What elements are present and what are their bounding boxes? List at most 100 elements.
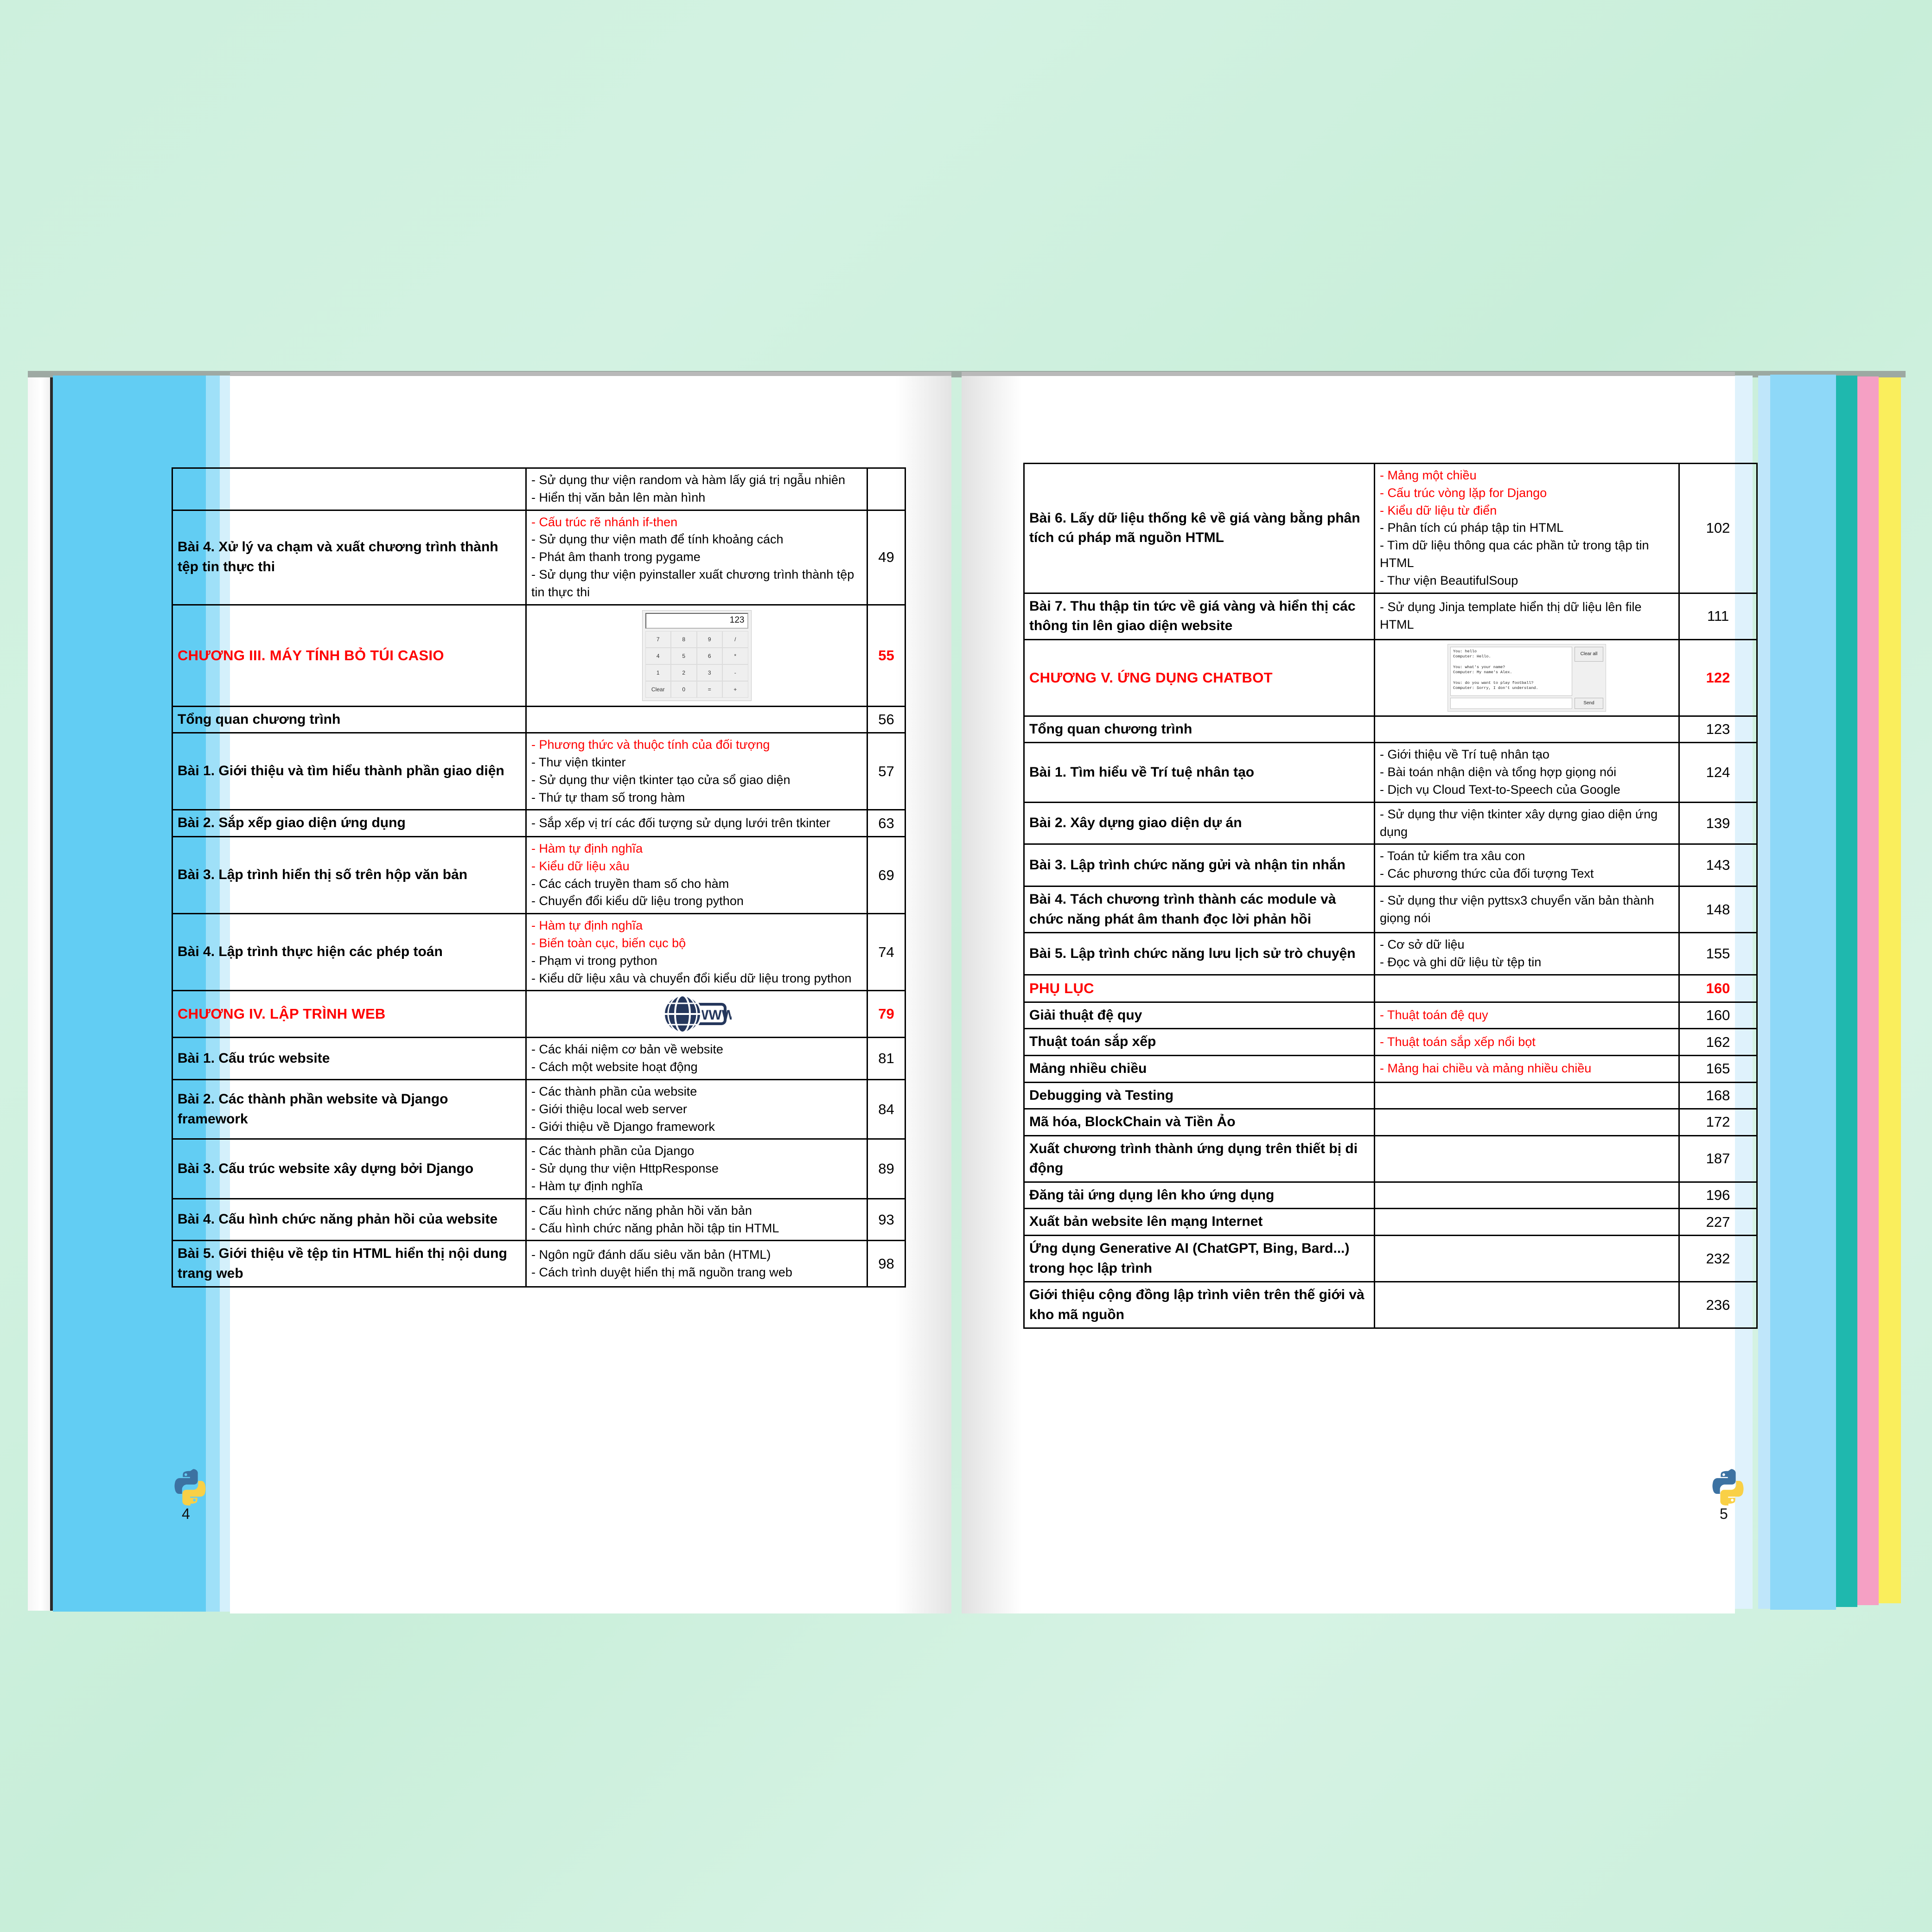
- desc-line: - Đọc và ghi dữ liệu từ tệp tin: [1380, 955, 1542, 969]
- calc-key: 2: [671, 664, 697, 681]
- table-row[interactable]: Bài 1. Cấu trúc website - Các khái niệm …: [172, 1037, 906, 1080]
- table-row[interactable]: Bài 2. Sắp xếp giao diện ứng dụng - Sắp …: [172, 809, 906, 837]
- table-row[interactable]: Bài 3. Lập trình hiển thị số trên hộp vă…: [172, 835, 906, 915]
- table-row[interactable]: Tổng quan chương trình 123: [1023, 715, 1758, 744]
- calc-key: 4: [645, 647, 671, 664]
- toc-title: Bài 2. Sắp xếp giao diện ứng dụng: [178, 815, 406, 831]
- table-row[interactable]: Bài 7. Thu thập tin tức về giá vàng và h…: [1023, 592, 1758, 640]
- table-row[interactable]: Debugging và Testing 168: [1023, 1081, 1758, 1110]
- table-row[interactable]: Mảng nhiều chiều - Mảng hai chiều và mản…: [1023, 1054, 1758, 1083]
- desc-line: - Các thành phần của Django: [531, 1144, 695, 1158]
- chatbot-buttons: Clear all Send: [1575, 646, 1603, 709]
- toc-title: Bài 4. Cấu hình chức năng phản hồi của w…: [178, 1211, 498, 1227]
- table-row[interactable]: - Sử dụng thư viện random và hàm lấy giá…: [172, 467, 906, 511]
- table-row[interactable]: Bài 3. Lập trình chức năng gửi và nhận t…: [1023, 843, 1758, 887]
- toc-pagenum: [867, 467, 906, 511]
- toc-title: Ứng dụng Generative AI (ChatGPT, Bing, B…: [1029, 1241, 1350, 1276]
- desc-line-red: - Hàm tự định nghĩa: [531, 841, 643, 855]
- calc-key: *: [722, 647, 748, 664]
- table-row[interactable]: Thuật toán sắp xếp - Thuật toán sắp xếp …: [1023, 1028, 1758, 1056]
- desc-line: - Sử dụng thư viện random và hàm lấy giá…: [531, 473, 846, 487]
- table-row[interactable]: Mã hóa, BlockChain và Tiền Ảo 172: [1023, 1108, 1758, 1136]
- toc-title: Thuật toán sắp xếp: [1029, 1034, 1156, 1050]
- right-edge-yellow-strip: [1879, 377, 1901, 1603]
- toc-desc: - Cơ sở dữ liệu - Đọc và ghi dữ liệu từ …: [1380, 936, 1674, 971]
- table-row-chapter[interactable]: CHƯƠNG III. MÁY TÍNH BỎ TÚI CASIO 123 7 …: [172, 604, 906, 707]
- toc-pagenum: 227: [1678, 1208, 1758, 1237]
- toc-title: Xuất chương trình thành ứng dụng trên th…: [1029, 1141, 1358, 1176]
- toc-title: Đăng tải ứng dụng lên kho ứng dụng: [1029, 1187, 1275, 1203]
- desc-line: - Giới thiệu về Trí tuệ nhân tạo: [1380, 747, 1549, 762]
- desc-line-red: - Kiểu dữ liệu từ điển: [1380, 503, 1497, 517]
- calc-key: 3: [696, 664, 722, 681]
- table-row[interactable]: Đăng tải ứng dụng lên kho ứng dụng 196: [1023, 1181, 1758, 1210]
- table-row[interactable]: Bài 1. Giới thiệu và tìm hiểu thành phần…: [172, 732, 906, 811]
- table-row[interactable]: Bài 5. Giới thiệu về tệp tin HTML hiển t…: [172, 1240, 906, 1288]
- toc-desc: - Phương thức và thuộc tính của đối tượn…: [531, 736, 862, 806]
- table-row-chapter[interactable]: CHƯƠNG IV. LẬP TRÌNH WEB WWW: [172, 990, 906, 1039]
- table-row[interactable]: Ứng dụng Generative AI (ChatGPT, Bing, B…: [1023, 1235, 1758, 1283]
- calculator-screenshot: 123 7 8 9 / 4 5 6 * 1 2 3: [642, 610, 752, 701]
- table-row-chapter[interactable]: CHƯƠNG V. ỨNG DỤNG CHATBOT You: hello Co…: [1023, 638, 1758, 717]
- toc-title: Tổng quan chương trình: [1029, 721, 1192, 737]
- desc-line: - Phân tích cú pháp tập tin HTML: [1380, 521, 1564, 535]
- desc-line: - Phát âm thanh trong pygame: [531, 550, 701, 564]
- toc-pagenum: 165: [1678, 1054, 1758, 1083]
- toc-title: Tổng quan chương trình: [178, 711, 341, 727]
- table-row[interactable]: Bài 4. Lập trình thực hiện các phép toán…: [172, 913, 906, 992]
- desc-line: - Sử dụng thư viện pyinstaller xuất chươ…: [531, 567, 854, 599]
- table-row[interactable]: Bài 6. Lấy dữ liệu thống kê về giá vàng …: [1023, 463, 1758, 594]
- table-row-chapter[interactable]: PHỤ LỤC 160: [1023, 974, 1758, 1003]
- table-row[interactable]: Bài 1. Tìm hiểu về Trí tuệ nhân tạo - Gi…: [1023, 742, 1758, 803]
- table-row[interactable]: Bài 2. Xây dựng giao diện dự án - Sử dụn…: [1023, 801, 1758, 845]
- table-row[interactable]: Xuất chương trình thành ứng dụng trên th…: [1023, 1135, 1758, 1183]
- toc-desc: - Thuật toán sắp xếp nổi bọt: [1380, 1033, 1674, 1051]
- python-logo: [1712, 1469, 1744, 1506]
- toc-pagenum: 69: [867, 835, 906, 915]
- desc-line: - Hàm tự định nghĩa: [531, 1179, 643, 1193]
- table-row[interactable]: Bài 4. Cấu hình chức năng phản hồi của w…: [172, 1198, 906, 1242]
- table-row[interactable]: Bài 2. Các thành phần website và Django …: [172, 1078, 906, 1140]
- toc-desc: - Toán tử kiểm tra xâu con - Các phương …: [1380, 848, 1674, 883]
- desc-line-red: - Kiểu dữ liệu xâu: [531, 859, 630, 873]
- toc-title: Bài 2. Các thành phần website và Django …: [178, 1091, 448, 1127]
- desc-line: - Phạm vi trong python: [531, 953, 657, 968]
- desc-line: - Bài toán nhận diện và tổng hợp giọng n…: [1380, 765, 1617, 779]
- desc-line-red: - Mảng hai chiều và mảng nhiều chiều: [1380, 1061, 1592, 1076]
- chat-input[interactable]: [1450, 697, 1572, 709]
- desc-line: - Thư viện BeautifulSoup: [1380, 573, 1518, 587]
- clear-all-button[interactable]: Clear all: [1575, 646, 1603, 662]
- table-row[interactable]: Bài 4. Tách chương trình thành các modul…: [1023, 885, 1758, 934]
- desc-line: - Sử dụng thư viện pyttsx3 chuyển văn bả…: [1380, 893, 1654, 925]
- toc-desc: - Thuật toán đệ quy: [1380, 1007, 1674, 1024]
- calc-key: =: [696, 681, 722, 698]
- table-row[interactable]: Giới thiệu cộng đồng lập trình viên trên…: [1023, 1281, 1758, 1329]
- toc-pagenum: 49: [867, 509, 906, 606]
- calc-key: -: [722, 664, 748, 681]
- right-cover-blue-band: [1770, 375, 1836, 1610]
- toc-desc: - Ngôn ngữ đánh dấu siêu văn bản (HTML) …: [531, 1246, 862, 1282]
- toc-desc: - Các thành phần của website - Giới thiệ…: [531, 1083, 862, 1135]
- table-row[interactable]: Bài 5. Lập trình chức năng lưu lịch sử t…: [1023, 932, 1758, 976]
- calc-key: 5: [671, 647, 697, 664]
- desc-line-red: - Phương thức và thuộc tính của đối tượn…: [531, 738, 770, 752]
- desc-line-red: - Thuật toán đệ quy: [1380, 1008, 1488, 1022]
- calc-key: Clear: [645, 681, 671, 698]
- calculator-keypad: 7 8 9 / 4 5 6 * 1 2 3 - Clear: [645, 631, 748, 698]
- desc-line: - Sử dụng Jinja template hiển thị dữ liệ…: [1380, 600, 1642, 632]
- table-row[interactable]: Tổng quan chương trình 56: [172, 705, 906, 734]
- send-button[interactable]: Send: [1575, 697, 1603, 709]
- toc-desc: - Hàm tự định nghĩa - Biến toàn cục, biế…: [531, 917, 862, 987]
- desc-line: - Thứ tự tham số trong hàm: [531, 790, 685, 804]
- table-row[interactable]: Giải thuật đệ quy - Thuật toán đệ quy 16…: [1023, 1001, 1758, 1030]
- toc-desc: - Hàm tự định nghĩa - Kiểu dữ liệu xâu -…: [531, 840, 862, 910]
- table-row[interactable]: Bài 3. Cấu trúc website xây dựng bởi Dja…: [172, 1138, 906, 1199]
- left-page-top-edge: [230, 372, 951, 376]
- table-row[interactable]: Xuất bản website lên mạng Internet 227: [1023, 1208, 1758, 1237]
- table-row[interactable]: Bài 4. Xử lý va chạm và xuất chương trìn…: [172, 509, 906, 606]
- toc-title: Bài 7. Thu thập tin tức về giá vàng và h…: [1029, 598, 1356, 634]
- toc-desc: - Sử dụng thư viện random và hàm lấy giá…: [531, 472, 862, 507]
- chatbot-screenshot: You: hello Computer: Hello. You: what's …: [1447, 644, 1606, 712]
- calc-key: 1: [645, 664, 671, 681]
- toc-pagenum: 196: [1678, 1181, 1758, 1210]
